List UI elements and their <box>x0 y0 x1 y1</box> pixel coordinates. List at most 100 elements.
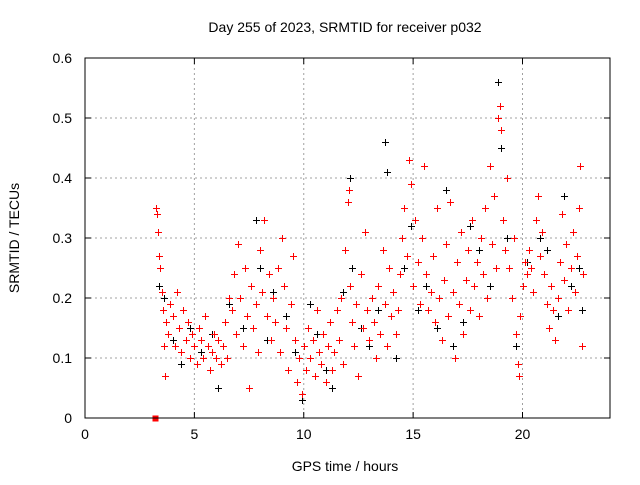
data-point <box>568 265 575 272</box>
data-point <box>513 343 520 350</box>
data-point <box>294 379 301 386</box>
data-point <box>345 199 352 206</box>
data-point <box>198 337 205 344</box>
data-point <box>465 247 472 254</box>
data-point <box>244 313 251 320</box>
data-point <box>380 247 387 254</box>
data-point <box>471 283 478 290</box>
data-point <box>246 385 253 392</box>
data-point <box>467 223 474 230</box>
data-point <box>283 325 290 332</box>
data-point <box>340 289 347 296</box>
data-point <box>183 337 190 344</box>
data-point <box>480 271 487 278</box>
y-tick-label: 0.2 <box>53 290 73 306</box>
data-point <box>484 295 491 302</box>
data-point <box>211 331 218 338</box>
data-point <box>382 139 389 146</box>
data-point <box>452 355 459 362</box>
data-point <box>314 307 321 314</box>
data-point <box>196 325 203 332</box>
data-point <box>329 385 336 392</box>
data-point <box>552 337 559 344</box>
data-point <box>568 283 575 290</box>
data-point <box>541 271 548 278</box>
data-point <box>434 325 441 332</box>
data-point <box>386 265 393 272</box>
data-point <box>264 313 271 320</box>
data-point <box>489 241 496 248</box>
data-point <box>163 319 170 326</box>
y-tick-label: 0 <box>64 410 72 426</box>
data-point <box>275 265 282 272</box>
data-point <box>307 301 314 308</box>
data-point <box>460 331 467 338</box>
data-point <box>423 271 430 278</box>
data-point <box>574 253 581 260</box>
data-point <box>272 319 279 326</box>
data-point <box>555 295 562 302</box>
data-point <box>215 385 222 392</box>
data-point <box>441 277 448 284</box>
data-point <box>375 307 382 314</box>
data-point <box>497 103 504 110</box>
data-point <box>268 337 275 344</box>
data-point <box>257 265 264 272</box>
data-point <box>377 331 384 338</box>
data-point <box>299 391 306 398</box>
data-point <box>513 331 520 338</box>
data-point <box>415 307 422 314</box>
data-point <box>509 295 516 302</box>
data-point <box>331 349 338 356</box>
y-tick-label: 0.3 <box>53 230 73 246</box>
data-points <box>152 79 587 422</box>
data-point <box>550 307 557 314</box>
data-point <box>266 271 273 278</box>
data-point <box>384 343 391 350</box>
data-point <box>202 313 209 320</box>
data-point <box>233 331 240 338</box>
data-point <box>349 265 356 272</box>
data-point <box>347 175 354 182</box>
data-point <box>415 259 422 266</box>
data-point <box>555 313 562 320</box>
data-point <box>235 241 242 248</box>
data-point <box>504 235 511 242</box>
data-point <box>443 241 450 248</box>
x-tick-label: 15 <box>405 426 421 442</box>
data-point <box>338 295 345 302</box>
data-point <box>207 367 214 374</box>
data-point <box>439 337 446 344</box>
data-point <box>205 343 212 350</box>
data-point <box>162 373 169 380</box>
data-point <box>226 301 233 308</box>
data-point <box>491 193 498 200</box>
data-point <box>559 211 566 218</box>
y-tick-label: 0.4 <box>53 170 73 186</box>
data-point <box>528 265 535 272</box>
data-point <box>533 217 540 224</box>
data-point <box>576 205 583 212</box>
data-point <box>482 205 489 212</box>
data-point <box>504 175 511 182</box>
data-point <box>312 373 319 380</box>
data-point <box>546 325 553 332</box>
x-tick-label: 20 <box>515 426 531 442</box>
data-point <box>423 283 430 290</box>
data-point <box>406 157 413 164</box>
data-point <box>561 193 568 200</box>
data-point <box>544 301 551 308</box>
data-point <box>237 295 244 302</box>
data-point <box>476 313 483 320</box>
data-point <box>226 295 233 302</box>
data-point <box>180 307 187 314</box>
x-tick-label: 10 <box>296 426 312 442</box>
data-point <box>450 289 457 296</box>
data-point <box>161 295 168 302</box>
data-point <box>498 145 505 152</box>
data-point <box>548 283 555 290</box>
data-point <box>194 361 201 368</box>
data-point <box>362 229 369 236</box>
data-point <box>154 211 161 218</box>
